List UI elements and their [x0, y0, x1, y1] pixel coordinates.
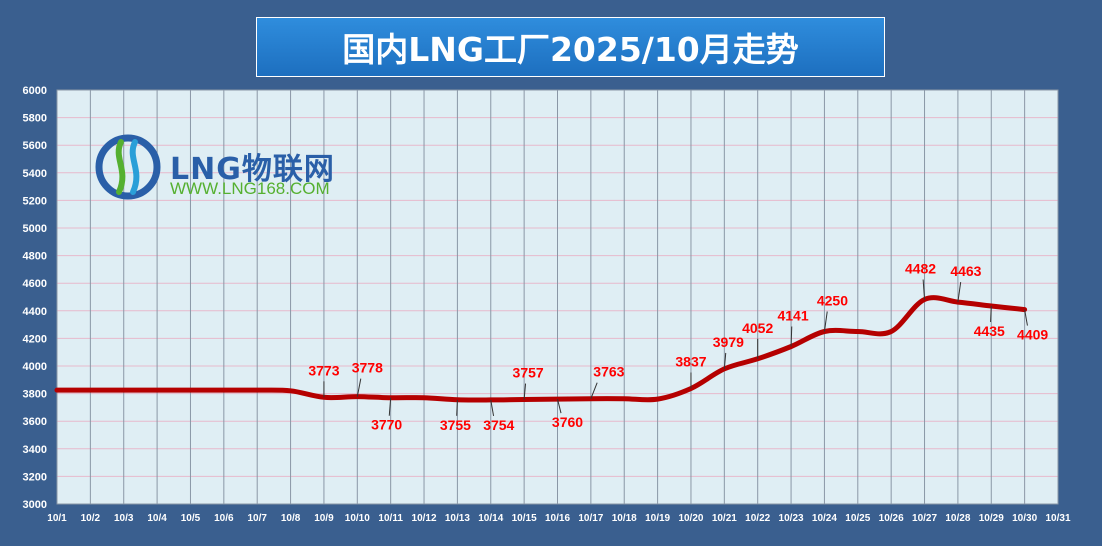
data-label: 3755 [440, 417, 471, 433]
x-tick-label: 10/11 [378, 513, 403, 524]
label-leader-line [790, 326, 793, 347]
x-tick-label: 10/19 [645, 513, 670, 524]
data-label: 4409 [1017, 327, 1048, 343]
data-label: 4052 [742, 320, 773, 336]
y-tick-label: 5600 [23, 140, 47, 152]
label-leader-line [957, 282, 962, 303]
logo-emblem-icon [95, 134, 161, 200]
label-leader-line [456, 399, 458, 416]
y-tick-label: 5000 [23, 223, 47, 235]
y-tick-label: 3000 [23, 499, 47, 511]
x-tick-label: 10/17 [578, 513, 603, 524]
y-tick-label: 5200 [23, 195, 47, 207]
y-axis-ticks: 3000 3200 3400 3600 3800 4000 4200 4400 4600 4800… [23, 85, 47, 511]
x-tick-label: 10/30 [1012, 513, 1037, 524]
label-leader-line [1024, 309, 1028, 326]
data-label: 3773 [308, 362, 339, 378]
y-tick-label: 4400 [23, 306, 47, 318]
vertical-gridlines [56, 89, 1059, 505]
x-tick-label: 10/21 [712, 513, 737, 524]
label-leader-line [557, 398, 562, 414]
label-leader-line [523, 383, 527, 400]
data-label: 3837 [675, 353, 706, 369]
logo-url: WWW.LNG168.COM [170, 179, 330, 198]
y-tick-label: 3800 [23, 389, 47, 401]
data-label: 4482 [905, 260, 936, 276]
x-tick-label: 10/26 [879, 513, 904, 524]
y-tick-label: 4000 [23, 361, 47, 373]
x-tick-label: 10/16 [545, 513, 570, 524]
x-tick-label: 10/10 [345, 513, 370, 524]
label-leader-line [990, 305, 992, 322]
data-label: 3754 [483, 417, 514, 433]
data-label: 3760 [552, 414, 583, 430]
y-tick-label: 5400 [23, 168, 47, 180]
data-label: 3770 [371, 417, 402, 433]
x-tick-label: 10/8 [281, 513, 301, 524]
data-label-leaders [323, 279, 1028, 417]
x-tick-label: 10/23 [779, 513, 804, 524]
logo-name: LNG物联网 [170, 152, 335, 187]
data-label: 3763 [593, 364, 624, 380]
plot-border [56, 89, 1059, 505]
x-tick-label: 10/9 [314, 513, 334, 524]
chart-title: 国内LNG工厂2025/10月走势 [342, 30, 799, 69]
data-label: 4463 [950, 263, 981, 279]
x-tick-label: 10/31 [1045, 513, 1070, 524]
x-tick-label: 10/3 [114, 513, 134, 524]
label-leader-line [388, 397, 392, 416]
label-leader-line [356, 378, 362, 397]
label-leader-line [590, 382, 598, 399]
x-tick-label: 10/13 [445, 513, 470, 524]
price-series-line [54, 295, 1028, 403]
y-tick-label: 3200 [23, 471, 47, 483]
logo: LNG物联网 WWW.LNG168.COM [95, 130, 375, 205]
x-tick-label: 10/28 [945, 513, 970, 524]
x-tick-label: 10/7 [247, 513, 267, 524]
y-tick-label: 4800 [23, 251, 47, 263]
x-tick-label: 10/2 [81, 513, 101, 524]
chart-title-box: 国内LNG工厂2025/10月走势 [256, 17, 885, 77]
y-tick-label: 4600 [23, 278, 47, 290]
x-tick-label: 10/12 [412, 513, 437, 524]
x-tick-label: 10/18 [612, 513, 637, 524]
data-label: 3757 [513, 365, 544, 381]
label-leader-line [823, 311, 828, 332]
y-tick-label: 4200 [23, 333, 47, 345]
label-leader-line [723, 352, 727, 369]
data-labels: 3773 3778 3770 3755 3754 3757 3760 3763 3837 3979… [308, 260, 1048, 432]
x-tick-label: 10/20 [678, 513, 703, 524]
x-tick-label: 10/1 [47, 513, 67, 524]
x-axis-ticks: 10/1 10/2 10/3 10/4 10/5 10/6 10/7 10/8 10/9 10/1… [47, 513, 1071, 524]
y-tick-label: 3400 [23, 444, 47, 456]
y-tick-label: 6000 [23, 85, 47, 97]
data-label: 4141 [777, 308, 808, 324]
x-tick-label: 10/14 [478, 513, 503, 524]
x-tick-label: 10/27 [912, 513, 937, 524]
x-tick-label: 10/6 [214, 513, 234, 524]
x-tick-label: 10/25 [845, 513, 870, 524]
y-tick-label: 5800 [23, 113, 47, 125]
x-tick-label: 10/29 [979, 513, 1004, 524]
label-leader-line [490, 399, 495, 417]
x-tick-label: 10/15 [512, 513, 537, 524]
x-tick-label: 10/4 [147, 513, 167, 524]
label-leader-line [922, 279, 926, 300]
data-label: 4435 [974, 323, 1005, 339]
data-label: 3979 [713, 334, 744, 350]
data-label: 4250 [817, 293, 848, 309]
x-tick-label: 10/5 [181, 513, 201, 524]
y-tick-label: 3600 [23, 416, 47, 428]
data-label: 3778 [352, 360, 383, 376]
x-tick-label: 10/24 [812, 513, 837, 524]
x-tick-label: 10/22 [745, 513, 770, 524]
